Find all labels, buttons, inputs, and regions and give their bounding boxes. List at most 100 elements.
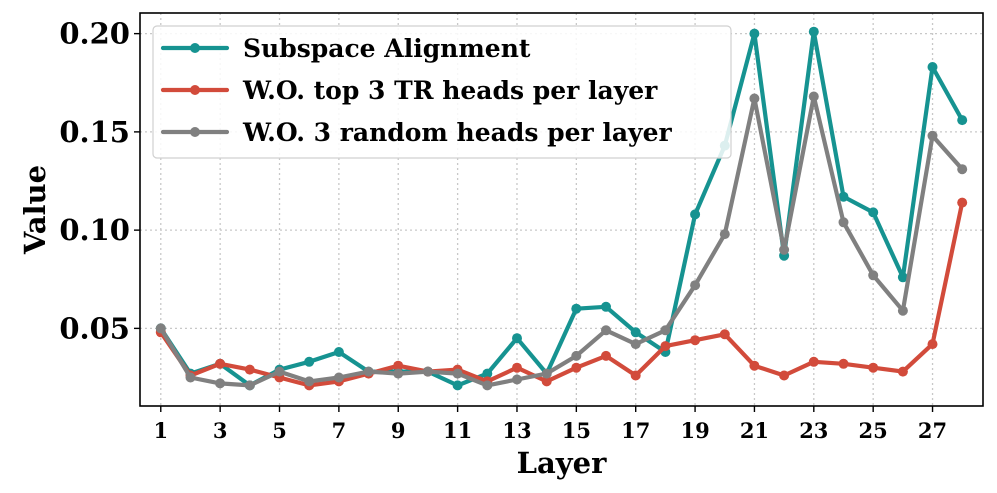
series-point (779, 244, 790, 255)
legend-entry: W.O. 3 random heads per layer (160, 118, 672, 147)
series-point (927, 130, 938, 141)
series-point (244, 380, 255, 391)
x-tick-label: 25 (859, 418, 888, 443)
series-layer (155, 26, 968, 391)
series-point (512, 362, 522, 373)
tick-layer: 1 3 5 7 9 11 13 15 17 19 21 23 25 270.050.100.150.20 (59, 17, 947, 443)
series-3 (155, 91, 968, 391)
legend-marker (190, 85, 200, 95)
series-point (155, 323, 166, 334)
legend: Subspace Alignment W.O. top 3 TR heads pe… (152, 25, 732, 159)
y-tick-label: 0.10 (59, 213, 130, 247)
series-point (868, 270, 879, 281)
x-tick-label: 5 (272, 418, 287, 443)
series-point (897, 366, 908, 377)
x-tick-label: 27 (918, 418, 947, 443)
x-tick-label: 21 (740, 418, 769, 443)
series-point (601, 325, 611, 336)
series-point (244, 364, 255, 375)
series-point (541, 368, 552, 379)
series-point (808, 26, 819, 37)
series-point (868, 207, 879, 218)
series-point (601, 350, 611, 361)
legend-box (152, 25, 732, 159)
series-point (838, 191, 849, 202)
series-point (808, 91, 819, 102)
series-point (690, 280, 701, 291)
series-point (215, 378, 226, 389)
series-line (158, 94, 965, 388)
series-point (630, 327, 641, 338)
series-point (333, 347, 344, 357)
legend-label: W.O. 3 random heads per layer (242, 118, 672, 147)
x-tick-label: 15 (562, 418, 591, 443)
series-point (452, 368, 463, 379)
x-tick-label: 1 (153, 418, 168, 443)
series-point (422, 366, 433, 377)
x-tick-label: 11 (443, 418, 472, 443)
series-point (393, 360, 404, 371)
series-point (393, 368, 404, 379)
x-tick-label: 19 (680, 418, 709, 443)
series-point (957, 164, 968, 175)
series-point (630, 339, 641, 350)
series-point (304, 376, 315, 387)
series-point (512, 333, 522, 344)
series-point (957, 197, 968, 208)
series-line (158, 29, 965, 388)
series-point (749, 360, 760, 371)
series-point (927, 62, 938, 72)
x-axis-label: Layer (517, 446, 607, 480)
series-point (482, 380, 493, 391)
series-point (274, 366, 285, 377)
series-point (838, 358, 849, 369)
legend-label: Subspace Alignment (243, 34, 531, 63)
series-point (571, 362, 582, 373)
series-point (957, 115, 968, 126)
series-point (452, 380, 463, 391)
legend-entries: Subspace Alignment W.O. top 3 TR heads pe… (160, 34, 672, 147)
series-point (808, 356, 819, 367)
legend-marker (190, 43, 200, 53)
series-point (571, 303, 582, 314)
series-point (660, 341, 671, 352)
x-tick-label: 17 (621, 418, 650, 443)
series-point (838, 217, 849, 228)
series-point (779, 370, 790, 381)
series-point (185, 372, 196, 383)
legend-label: W.O. top 3 TR heads per layer (242, 76, 658, 105)
y-tick-label: 0.15 (59, 115, 130, 149)
y-tick-label: 0.20 (59, 17, 130, 51)
series-point (363, 366, 374, 377)
series-point (541, 376, 552, 387)
series-point (749, 28, 760, 39)
y-tick-label: 0.05 (59, 311, 130, 345)
plot-frame (139, 12, 984, 407)
series-point (571, 350, 582, 361)
x-tick-label: 23 (799, 418, 828, 443)
series-point (690, 209, 701, 220)
legend-marker (190, 127, 200, 137)
x-tick-label: 13 (502, 418, 531, 443)
series-point (304, 356, 315, 367)
y-axis-label: Value (18, 165, 52, 255)
x-tick-label: 3 (213, 418, 228, 443)
series-point (660, 325, 671, 336)
series-point (630, 370, 641, 381)
series-point (749, 93, 760, 104)
series-point (482, 368, 493, 379)
series-point (512, 374, 522, 385)
legend-entry: W.O. top 3 TR heads per layer (160, 76, 658, 105)
x-tick-label: 7 (332, 418, 347, 443)
series-point (897, 272, 908, 283)
series-point (927, 339, 938, 350)
series-point (868, 362, 879, 373)
series-point (215, 358, 226, 369)
series-point (719, 329, 730, 340)
series-point (719, 229, 730, 240)
series-line (158, 200, 965, 388)
legend-entry: Subspace Alignment (160, 34, 531, 63)
series-point (690, 335, 701, 346)
series-point (333, 372, 344, 383)
